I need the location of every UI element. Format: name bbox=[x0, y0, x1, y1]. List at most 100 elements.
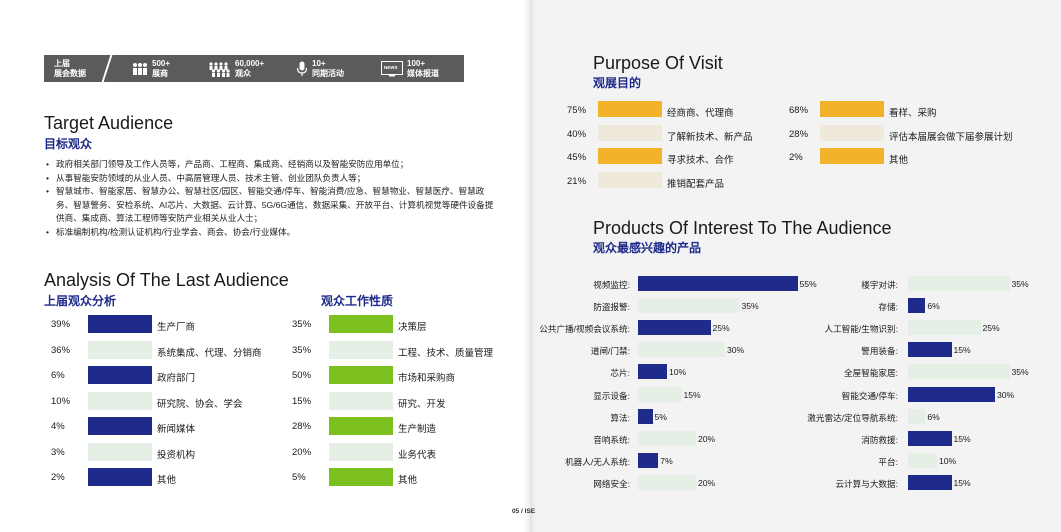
product-row: 道闸/门禁: 30% bbox=[0, 342, 1061, 358]
product-bar bbox=[638, 320, 711, 336]
product-row: 楼宇对讲: 35% bbox=[0, 276, 1061, 291]
product-label: 道闸/门禁: bbox=[590, 346, 630, 357]
row-label: 研究、开发 bbox=[398, 398, 446, 410]
row-percent: 39% bbox=[51, 319, 71, 330]
analysis-left-title: 上届观众分析 bbox=[44, 294, 117, 308]
row-label: 推销配套产品 bbox=[667, 178, 725, 190]
row-percent: 28% bbox=[789, 128, 809, 140]
product-label: 视频监控: bbox=[593, 280, 630, 290]
product-row: 云计算与大数据: 15% bbox=[0, 474, 1061, 490]
product-row: 存储: 6% bbox=[0, 298, 1061, 314]
analysis-title-en: Analysis Of The Last Audience bbox=[44, 270, 289, 290]
stats-bar: 上届 展会数据 500+ 展商 60,000+ 观众 bbox=[44, 55, 464, 82]
stat-value: 500+ bbox=[152, 58, 171, 68]
product-label: 平台: bbox=[878, 456, 898, 467]
product-bar bbox=[908, 452, 937, 468]
product-value: 20% bbox=[698, 477, 716, 488]
row-bar bbox=[88, 417, 152, 435]
row-bar bbox=[88, 468, 152, 486]
product-value: 25% bbox=[712, 323, 730, 334]
row-percent: 36% bbox=[51, 344, 71, 356]
row-bar bbox=[329, 366, 393, 384]
analysis-row: 35% 工程、技术、质量管理 bbox=[292, 340, 522, 359]
product-value: 35% bbox=[741, 301, 759, 312]
stats-divider bbox=[101, 55, 113, 82]
product-label: 算法: bbox=[610, 412, 630, 423]
product-row: 视频监控: 55% bbox=[0, 276, 1061, 291]
list-item: 智慧城市、智能家居、智慧办公、智慧社区/园区、智能交通/停车、智能消费/应急、智… bbox=[44, 185, 494, 226]
row-bar bbox=[88, 315, 152, 333]
product-bar bbox=[638, 430, 696, 446]
page-footer: 05 / ISE bbox=[512, 508, 536, 515]
analysis-row: 4% 新闻媒体 bbox=[51, 417, 281, 435]
product-value: 20% bbox=[698, 433, 716, 444]
row-percent: 4% bbox=[51, 421, 65, 432]
product-bar bbox=[638, 364, 667, 380]
product-label: 显示设备: bbox=[593, 390, 630, 401]
stat-last-edition: 上届 展会数据 bbox=[54, 55, 86, 82]
row-percent: 40% bbox=[567, 128, 587, 140]
analysis-row: 6% 政府部门 bbox=[51, 366, 281, 384]
row-percent: 68% bbox=[789, 105, 809, 116]
product-value: 10% bbox=[939, 455, 957, 466]
analysis-row: 3% 投资机构 bbox=[51, 442, 281, 461]
analysis-row: 5% 其他 bbox=[292, 468, 522, 486]
row-label: 其他 bbox=[398, 475, 418, 486]
right-page bbox=[530, 0, 1061, 532]
row-label: 投资机构 bbox=[157, 449, 196, 461]
product-row: 警用装备: 15% bbox=[0, 342, 1061, 358]
product-bar bbox=[908, 320, 981, 336]
row-label: 政府部门 bbox=[157, 373, 196, 384]
product-label: 网络安全: bbox=[593, 478, 630, 489]
analysis-row: 10% 研究院、协会、学会 bbox=[51, 391, 281, 410]
purpose-row: 28% 评估本届展会做下届参展计划 bbox=[789, 124, 1039, 143]
row-bar bbox=[88, 340, 152, 359]
row-bar bbox=[329, 442, 393, 461]
purpose-title-en: Purpose Of Visit bbox=[593, 53, 723, 73]
exhibitors-icon bbox=[133, 62, 147, 75]
product-label: 激光雷达/定位导航系统: bbox=[807, 412, 898, 423]
purpose-row: 45% 寻求技术、合作 bbox=[567, 148, 817, 166]
stat-events: 10+ 同期活动 bbox=[296, 55, 344, 82]
product-value: 55% bbox=[799, 279, 817, 289]
purpose-row: 40% 了解新技术、新产品 bbox=[567, 124, 817, 143]
purpose-title-zh: 观展目的 bbox=[593, 76, 642, 90]
analysis-row: 39% 生产厂商 bbox=[51, 315, 281, 333]
stat-label: 同期活动 bbox=[312, 68, 344, 78]
row-label: 评估本届展会做下届参展计划 bbox=[889, 131, 1013, 143]
product-row: 网络安全: 20% bbox=[0, 474, 1061, 490]
analysis-row: 28% 生产制造 bbox=[292, 417, 522, 435]
product-value: 35% bbox=[1011, 279, 1029, 289]
row-label: 业务代表 bbox=[398, 449, 437, 461]
news-badge-text: NEWS bbox=[384, 65, 398, 70]
product-row: 公共广播/视频会议系统: 25% bbox=[0, 320, 1061, 336]
purpose-row: 68% 看样、采购 bbox=[789, 101, 1039, 119]
row-percent: 75% bbox=[567, 105, 587, 116]
target-audience-list: 政府相关部门领导及工作人员等，产品商、工程商、集成商、经销商以及智能安防应用单位… bbox=[44, 158, 494, 239]
product-label: 芯片: bbox=[610, 368, 630, 379]
product-bar bbox=[638, 276, 798, 291]
product-row: 人工智能/生物识别: 25% bbox=[0, 320, 1061, 336]
row-label: 决策层 bbox=[398, 322, 427, 333]
visitors-icon bbox=[209, 61, 230, 77]
product-value: 35% bbox=[1011, 367, 1029, 378]
product-row: 芯片: 10% bbox=[0, 364, 1061, 380]
analysis-row: 2% 其他 bbox=[51, 468, 281, 486]
row-label: 了解新技术、新产品 bbox=[667, 131, 753, 143]
product-label: 智能交通/停车: bbox=[841, 390, 898, 401]
analysis-row: 20% 业务代表 bbox=[292, 442, 522, 461]
product-label: 全屋智能家居: bbox=[844, 368, 898, 379]
analysis-row: 50% 市场和采购商 bbox=[292, 366, 522, 384]
row-bar bbox=[820, 148, 884, 164]
product-label: 公共广播/视频会议系统: bbox=[539, 324, 630, 335]
product-bar bbox=[908, 408, 926, 424]
row-label: 寻求技术、合作 bbox=[667, 155, 734, 166]
row-bar bbox=[598, 124, 662, 141]
row-percent: 20% bbox=[292, 446, 312, 458]
row-label: 工程、技术、质量管理 bbox=[398, 347, 494, 359]
product-row: 激光雷达/定位导航系统: 6% bbox=[0, 408, 1061, 424]
list-item: 政府相关部门领导及工作人员等，产品商、工程商、集成商、经销商以及智能安防应用单位… bbox=[44, 158, 494, 172]
product-value: 25% bbox=[982, 323, 1000, 334]
product-bar bbox=[908, 276, 1010, 291]
product-row: 智能交通/停车: 30% bbox=[0, 386, 1061, 402]
